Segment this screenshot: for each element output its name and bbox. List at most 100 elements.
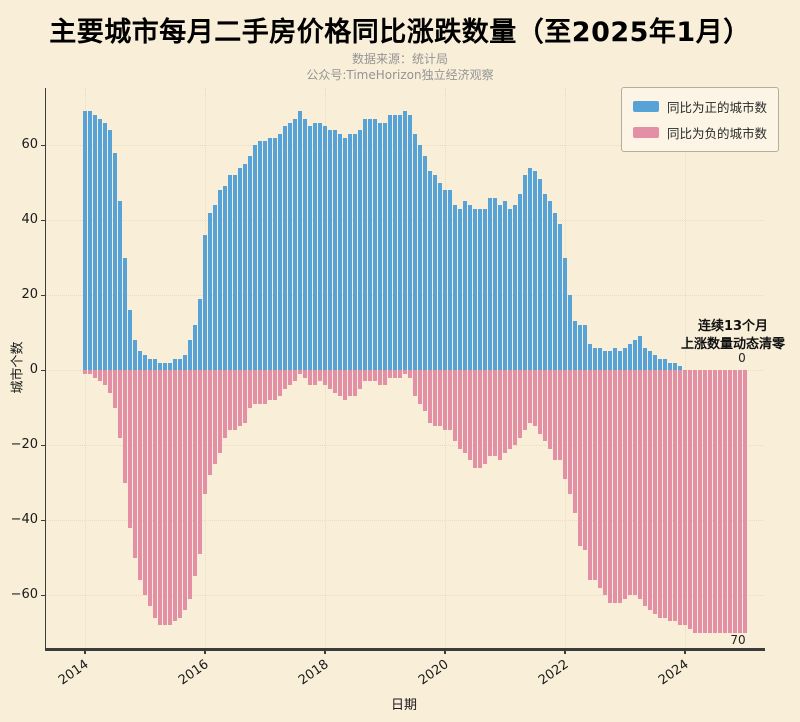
bar-positive — [103, 122, 107, 370]
bar-negative — [513, 370, 517, 445]
x-tick-mark — [324, 648, 326, 654]
bar-positive — [228, 175, 232, 370]
bar-positive — [243, 163, 247, 370]
bar-negative — [138, 370, 142, 580]
bar-positive — [93, 115, 97, 370]
bar-negative — [188, 370, 192, 599]
bar-positive — [658, 358, 662, 370]
y-tick-mark — [41, 444, 46, 446]
bar-positive — [213, 205, 217, 370]
bar-positive — [573, 321, 577, 370]
bar-positive — [258, 141, 262, 370]
bar-negative — [733, 370, 737, 633]
bar-positive — [318, 122, 322, 370]
subtitle-data-source: 数据来源：统计局 — [351, 52, 448, 66]
bar-negative — [673, 370, 677, 622]
bar-negative — [708, 370, 712, 633]
bar-positive — [538, 178, 542, 370]
bar-negative — [528, 370, 532, 423]
legend-item-positive: 同比为正的城市数 — [633, 97, 767, 116]
bar-negative — [418, 370, 422, 404]
bar-positive — [498, 205, 502, 370]
chart-title: 主要城市每月二手房价格同比涨跌数量（至2025年1月） — [49, 17, 751, 48]
bar-positive — [508, 208, 512, 370]
bar-negative — [98, 370, 102, 382]
bar-negative — [223, 370, 227, 438]
bar-negative — [453, 370, 457, 442]
bar-negative — [118, 370, 122, 438]
bar-negative — [113, 370, 117, 408]
bar-negative — [443, 370, 447, 430]
bar-positive — [288, 122, 292, 370]
bar-negative — [278, 370, 282, 397]
bar-negative — [738, 370, 742, 633]
bar-positive — [178, 358, 182, 370]
bar-positive — [113, 152, 117, 370]
bar-negative — [478, 370, 482, 468]
bar-negative — [308, 370, 312, 385]
bar-positive — [198, 298, 202, 370]
x-axis-title: 日期 — [390, 698, 417, 713]
bar-negative — [458, 370, 462, 449]
bar-negative — [103, 370, 107, 385]
bar-positive — [593, 347, 597, 370]
bar-positive — [283, 126, 287, 370]
bar-negative — [238, 370, 242, 427]
x-tick-mark — [684, 648, 686, 654]
bar-positive — [533, 171, 537, 370]
bar-negative — [358, 370, 362, 389]
bar-positive — [418, 145, 422, 370]
bar-positive — [633, 340, 637, 370]
bar-positive — [428, 171, 432, 370]
legend-swatch-positive — [633, 101, 659, 112]
bar-positive — [648, 351, 652, 370]
bar-positive — [518, 193, 522, 370]
y-tick-label: 20 — [21, 287, 38, 302]
bar-positive — [378, 122, 382, 370]
bar-positive — [148, 358, 152, 370]
bar-negative — [523, 370, 527, 430]
bar-positive — [673, 362, 677, 370]
bar-negative — [228, 370, 232, 430]
bar-negative — [588, 370, 592, 580]
bar-positive — [328, 130, 332, 370]
bar-negative — [618, 370, 622, 603]
x-axis-spine — [44, 648, 765, 651]
y-tick-label: 0 — [29, 362, 38, 377]
bar-negative — [493, 370, 497, 457]
bar-positive — [588, 343, 592, 370]
bar-negative — [143, 370, 147, 595]
bar-negative — [623, 370, 627, 599]
bar-positive — [223, 186, 227, 370]
bar-positive — [578, 325, 582, 370]
bar-positive — [398, 115, 402, 370]
bar-negative — [288, 370, 292, 385]
bar-negative — [498, 370, 502, 460]
y-tick-mark — [41, 294, 46, 296]
annotation-note-line2: 上涨数量动态清零 — [680, 337, 785, 352]
bar-positive — [413, 133, 417, 370]
bar-negative — [158, 370, 162, 625]
bar-positive — [313, 122, 317, 370]
bar-negative — [508, 370, 512, 449]
bar-negative — [568, 370, 572, 494]
bar-negative — [638, 370, 642, 599]
legend-label-positive: 同比为正的城市数 — [667, 100, 768, 115]
bar-positive — [133, 340, 137, 370]
y-tick-mark — [41, 519, 46, 521]
bar-positive — [443, 190, 447, 370]
y-tick-label: −40 — [10, 512, 38, 527]
bar-positive — [98, 118, 102, 370]
bar-negative — [693, 370, 697, 633]
annotation-note: 连续13个月 上涨数量动态清零 — [648, 318, 800, 354]
bar-negative — [368, 370, 372, 382]
bar-negative — [163, 370, 167, 625]
bar-negative — [373, 370, 377, 382]
bar-positive — [263, 141, 267, 370]
legend: 同比为正的城市数 同比为负的城市数 — [621, 87, 780, 152]
bar-negative — [338, 370, 342, 397]
x-tick-mark — [444, 648, 446, 654]
bar-negative — [263, 370, 267, 404]
bar-positive — [613, 347, 617, 370]
bar-positive — [293, 118, 297, 370]
